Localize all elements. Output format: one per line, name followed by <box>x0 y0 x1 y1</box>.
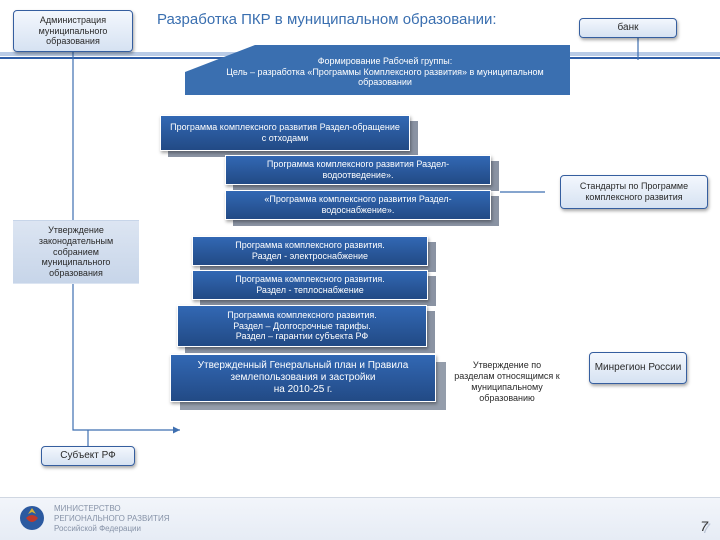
approve-right-text: Утверждение по разделам относящимся к му… <box>452 354 562 410</box>
footer-bar: МИНИСТЕРСТВО РЕГИОНАЛЬНОГО РАЗВИТИЯ Росс… <box>0 497 720 540</box>
genplan-box: Утвержденный Генеральный план и Правила … <box>170 354 436 402</box>
box-minregion: Минрегион России <box>589 352 687 384</box>
box-standards: Стандарты по Программе комплексного разв… <box>560 175 708 209</box>
pennant-text: Формирование Рабочей группы:Цель – разра… <box>215 50 555 94</box>
box-bank: банк <box>579 18 677 38</box>
box-subject: Субъект РФ <box>41 446 135 466</box>
emblem-icon <box>18 504 46 532</box>
stack-item-1: Программа комплексного развития Раздел-в… <box>225 155 491 185</box>
page-title: Разработка ПКР в муниципальном образован… <box>157 10 577 30</box>
box-admin: Администрация муниципального образования <box>13 10 133 52</box>
page-number: 7 7 <box>700 518 708 534</box>
stack-item-4: Программа комплексного развития.Раздел -… <box>192 270 428 300</box>
stack-item-3: Программа комплексного развития.Раздел -… <box>192 236 428 266</box>
stack-item-2: «Программа комплексного развития Раздел-… <box>225 190 491 220</box>
box-approve_left: Утверждение законодательным собранием му… <box>13 220 139 284</box>
footer-text: МИНИСТЕРСТВО РЕГИОНАЛЬНОГО РАЗВИТИЯ Росс… <box>54 504 169 534</box>
stack-item-0: Программа комплексного развития Раздел-о… <box>160 115 410 151</box>
stack-item-5: Программа комплексного развития.Раздел –… <box>177 305 427 347</box>
